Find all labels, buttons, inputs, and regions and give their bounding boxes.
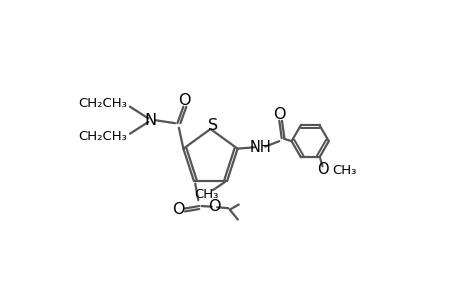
Text: S: S [208, 118, 218, 133]
Text: NH: NH [249, 140, 270, 155]
Text: O: O [172, 202, 184, 217]
Text: CH₃: CH₃ [332, 164, 356, 177]
Text: O: O [316, 162, 328, 177]
Text: O: O [273, 107, 285, 122]
Text: O: O [178, 93, 190, 108]
Text: CH₃: CH₃ [194, 188, 218, 201]
Text: N: N [144, 113, 156, 128]
Text: CH₂CH₃: CH₂CH₃ [78, 97, 127, 110]
Text: CH₂CH₃: CH₂CH₃ [78, 130, 127, 143]
Text: O: O [207, 199, 220, 214]
